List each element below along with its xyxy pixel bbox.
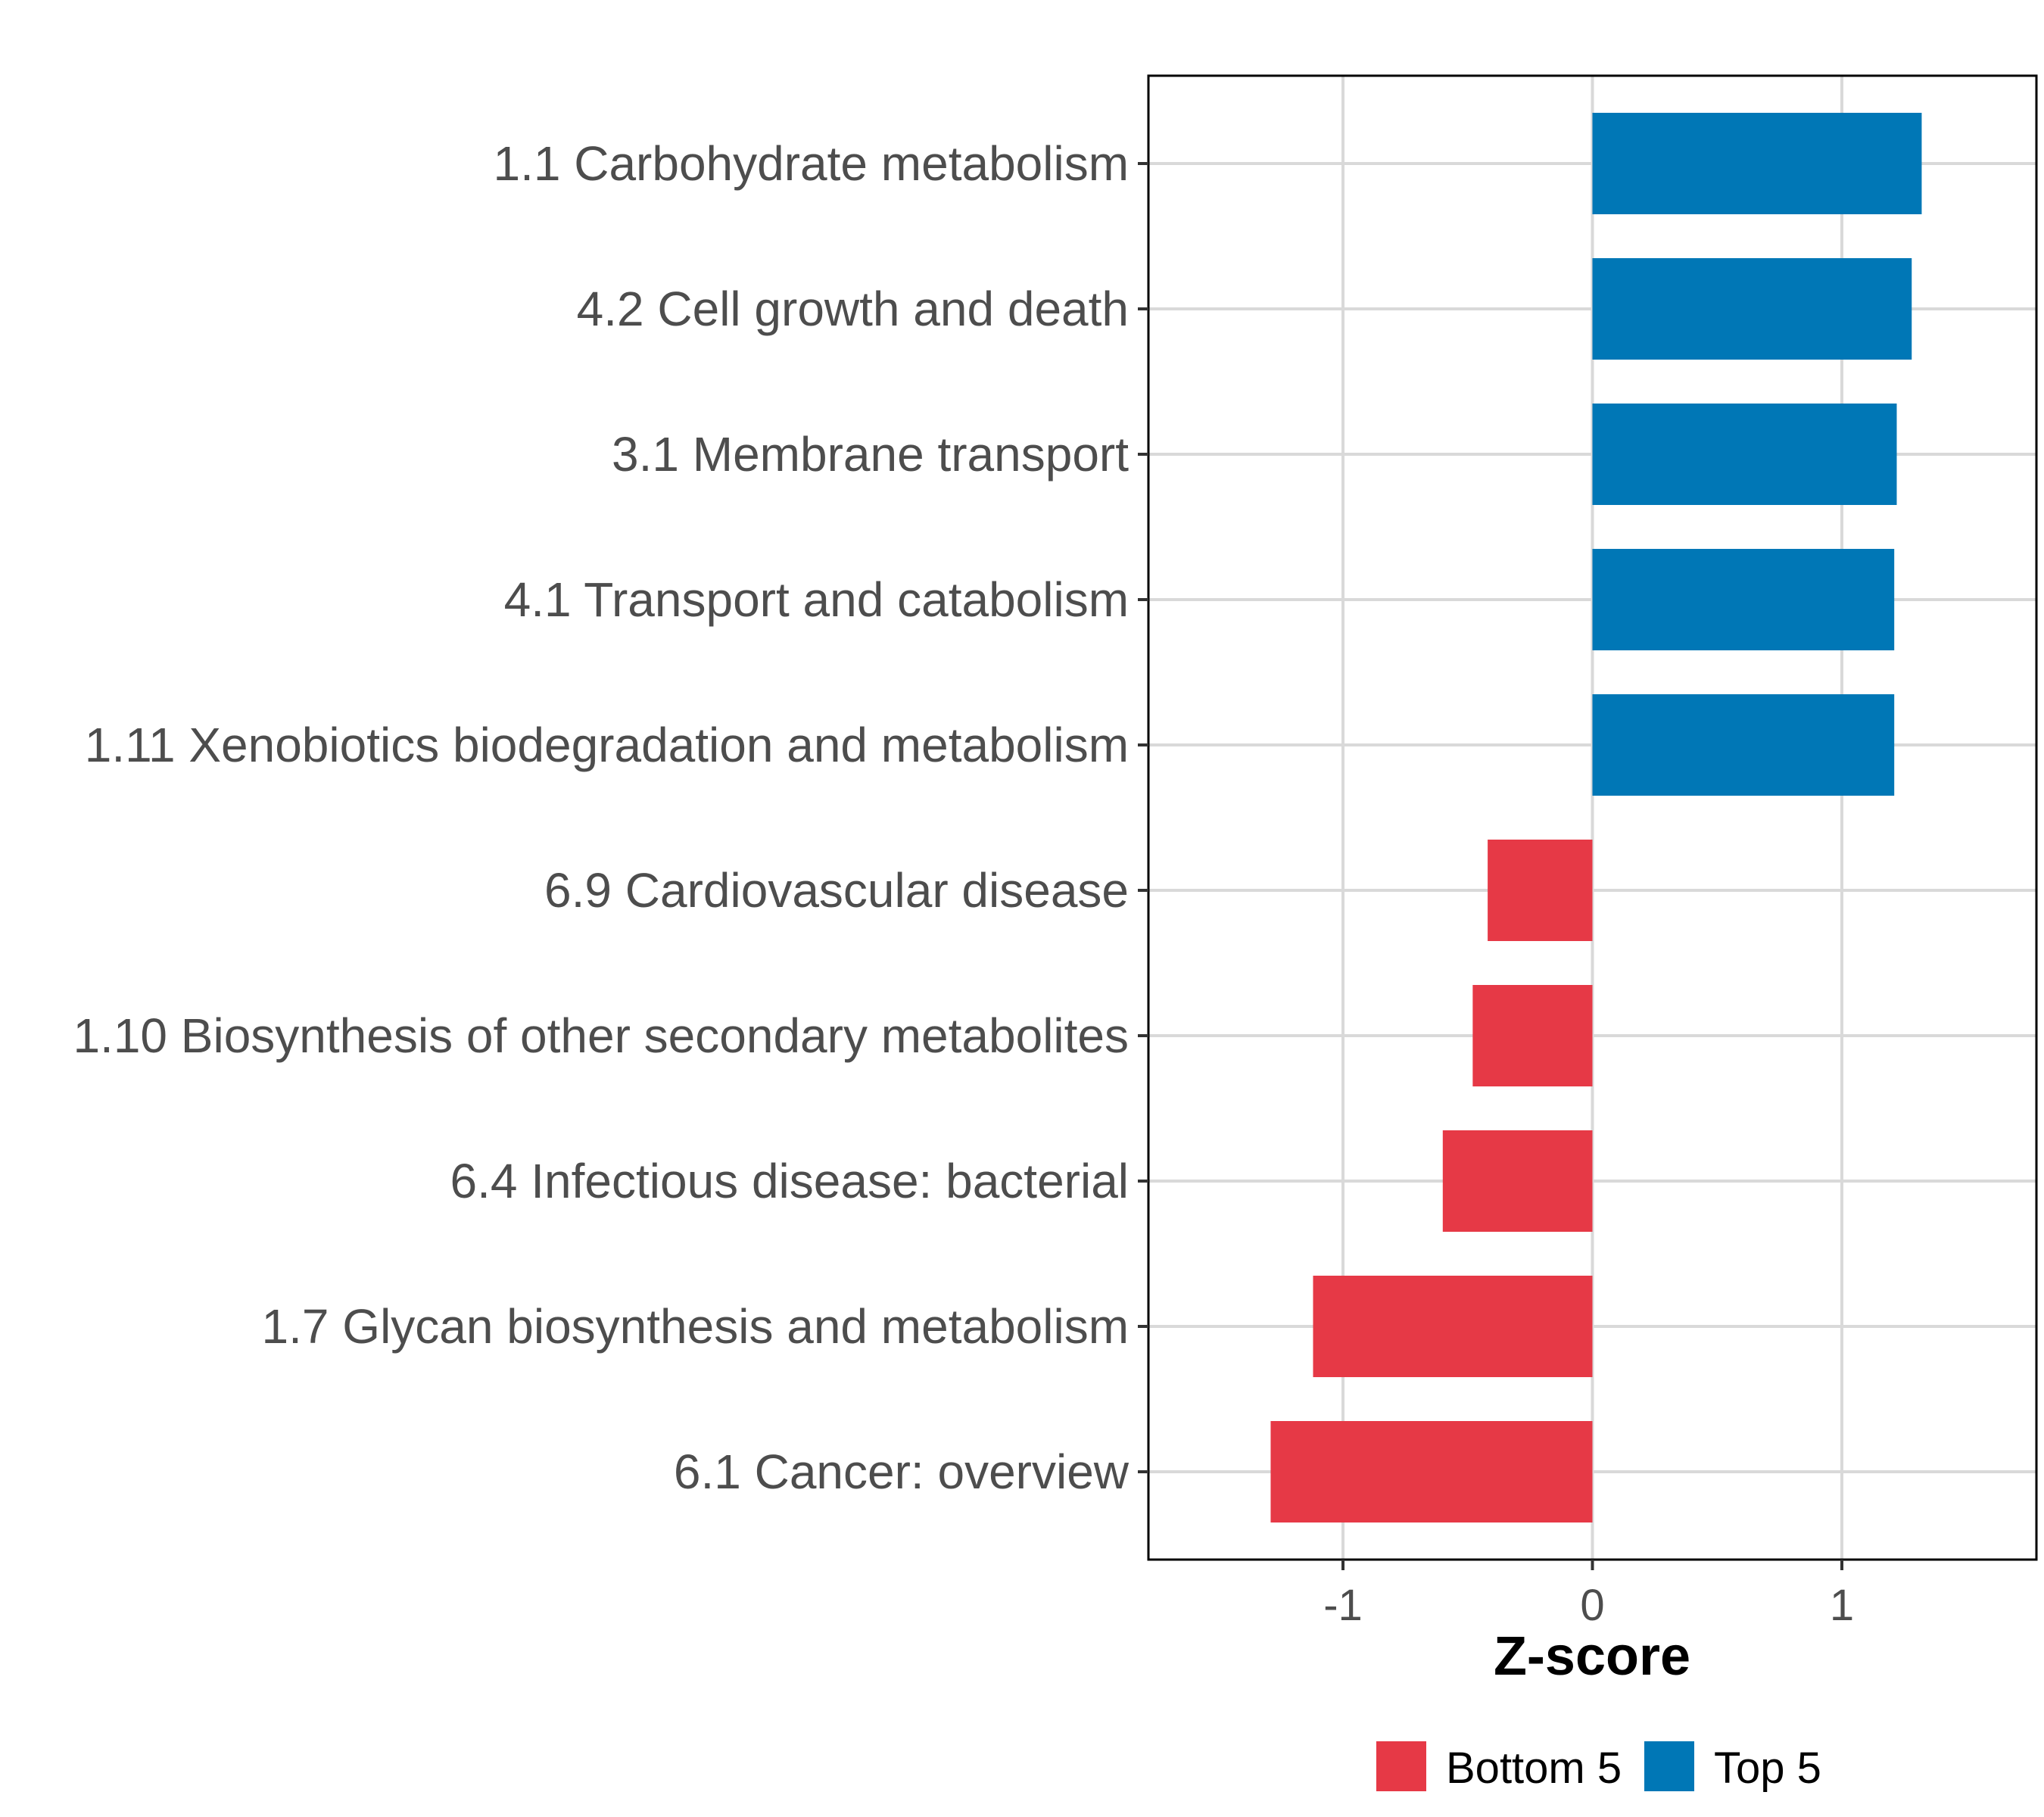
legend-swatch-top-5 [1644, 1741, 1694, 1791]
bar [1592, 404, 1897, 505]
y-tick-label: 3.1 Membrane transport [612, 427, 1129, 482]
x-axis-title: Z-score [1494, 1626, 1690, 1687]
bar [1592, 694, 1895, 796]
y-tick-label: 1.10 Biosynthesis of other secondary met… [73, 1008, 1129, 1063]
x-tick-label: 0 [1580, 1581, 1604, 1630]
x-tick-label: -1 [1323, 1581, 1363, 1630]
y-axis: 1.1 Carbohydrate metabolism 4.2 Cell grow… [73, 136, 1148, 1499]
bar [1442, 1130, 1593, 1232]
bar [1313, 1276, 1593, 1377]
bars [1270, 113, 1922, 1522]
y-tick-label: 1.1 Carbohydrate metabolism [493, 136, 1129, 191]
bar [1270, 1421, 1593, 1522]
bar [1592, 549, 1895, 650]
y-tick-label: 4.1 Transport and catabolism [504, 572, 1129, 627]
y-tick-label: 1.11 Xenobiotics biodegradation and meta… [85, 718, 1129, 772]
bar [1592, 258, 1912, 360]
y-tick-label: 1.7 Glycan biosynthesis and metabolism [262, 1299, 1129, 1354]
legend-label-top-5: Top 5 [1714, 1744, 1821, 1793]
legend-label-bottom-5: Bottom 5 [1446, 1744, 1622, 1793]
bar [1592, 113, 1922, 214]
y-tick-label: 4.2 Cell growth and death [577, 282, 1129, 336]
y-tick-label: 6.4 Infectious disease: bacterial [450, 1154, 1129, 1208]
y-tick-label: 6.1 Cancer: overview [674, 1445, 1129, 1499]
y-tick-label: 6.9 Cardiovascular disease [544, 863, 1129, 918]
bar [1472, 985, 1593, 1086]
legend-swatch-bottom-5 [1376, 1741, 1426, 1791]
bar [1488, 840, 1593, 941]
x-tick-label: 1 [1830, 1581, 1854, 1630]
x-axis: -1 0 1 [1323, 1560, 1854, 1630]
legend: Bottom 5 Top 5 [1376, 1741, 1821, 1793]
